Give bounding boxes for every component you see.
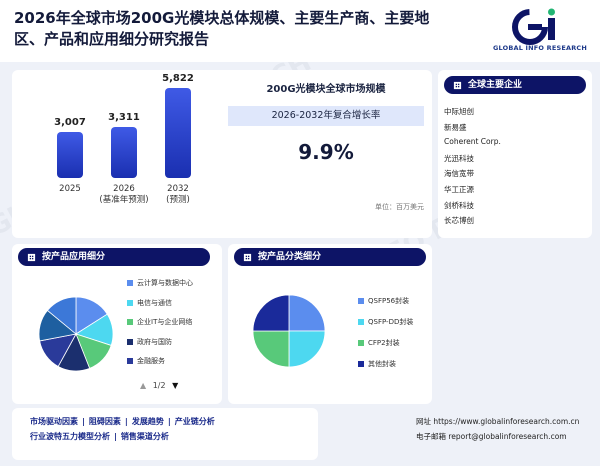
bar-sublabel-2032: (预测)	[166, 195, 190, 205]
application-legend-swatch	[127, 319, 133, 325]
type-header-label: 按产品分类细分	[258, 252, 322, 262]
pager-prev-icon[interactable]: ▲	[140, 381, 147, 390]
logo-text: GLOBAL INFO RESEARCH	[492, 44, 588, 52]
footer-link[interactable]: 行业波特五力模型分析	[30, 432, 110, 441]
cagr-label: 2026-2032年复合增长率	[228, 106, 424, 126]
footer-separator: |	[82, 417, 85, 426]
application-legend-swatch	[127, 280, 133, 286]
companies-header: 全球主要企业	[444, 76, 586, 94]
application-header: 按产品应用细分	[18, 248, 210, 266]
type-pie-chart	[252, 294, 326, 368]
footer-link[interactable]: 市场驱动因素	[30, 417, 78, 426]
company-item: 剑桥科技	[444, 200, 474, 210]
application-legend-label: 政府与国防	[137, 337, 172, 346]
company-item: 海信宽带	[444, 169, 474, 179]
footer-row-1: 市场驱动因素 | 阻碍因素 | 发展趋势 | 产业链分析	[30, 416, 215, 427]
company-item: 中际旭创	[444, 107, 474, 116]
type-legend-swatch	[358, 361, 364, 367]
company-item: 光迅科技	[444, 153, 474, 163]
footer-separator: |	[167, 417, 171, 426]
website: 网址 https://www.globalinforesearch.com.cn	[416, 416, 579, 427]
footer-link[interactable]: 阻碍因素	[88, 417, 121, 426]
type-header: 按产品分类细分	[234, 248, 426, 266]
application-legend-label: 企业IT与企业网络	[137, 318, 193, 326]
footer-link[interactable]: 发展趋势	[131, 417, 164, 426]
type-legend-label: 其他封装	[368, 360, 396, 368]
type-pie-slice	[288, 330, 326, 368]
application-legend-swatch	[127, 338, 133, 345]
footer-links-card	[12, 408, 318, 460]
application-legend-swatch	[127, 299, 133, 306]
page-title: 2026年全球市场200G光模块总体规模、主要生产商、主要地区、产品和应用细分研…	[14, 9, 430, 48]
application-pie-slice	[46, 296, 77, 335]
email: 电子邮箱 report@globalinforesearch.com	[416, 431, 567, 442]
footer-link[interactable]: 销售渠道分析	[120, 432, 169, 441]
company-item: 新易盛	[444, 122, 467, 132]
header: 2026年全球市场200G光模块总体规模、主要生产商、主要地区、产品和应用细分研…	[0, 0, 600, 62]
application-legend-label: 电信与通信	[137, 298, 172, 307]
footer-link[interactable]: 产业链分析	[174, 417, 215, 426]
building-icon	[453, 81, 462, 90]
bar-value-2025: 3,007	[54, 116, 86, 128]
bar-2025	[57, 131, 83, 178]
market-size-card: 3,007 2025 3,311 2026 (基准年预测) 5,822 2032 (预测) 2…	[12, 70, 432, 238]
footer-separator: |	[124, 417, 128, 426]
company-item: 长芯博创	[444, 216, 474, 226]
bar-sublabel-2026: (基准年预测)	[99, 195, 149, 205]
bar-label-2025: 2025	[59, 184, 81, 194]
type-pie-slice	[252, 294, 290, 332]
type-legend-label: CFP2封装	[368, 339, 400, 347]
bar-label-2032: 2032 (预测)	[166, 184, 190, 205]
bar-value-2026: 3,311	[108, 112, 140, 124]
footer-row-2: 行业波特五力模型分析 | 销售渠道分析	[30, 431, 169, 442]
building-icon	[27, 253, 36, 262]
type-legend-label: QSFP56封装	[368, 297, 410, 305]
type-legend-swatch	[358, 319, 364, 325]
legend-pager: ▲ 1/2 ▼	[140, 381, 200, 390]
company-item: Coherent Corp.	[444, 137, 501, 147]
application-legend-swatch	[127, 358, 133, 364]
type-pie-slice	[288, 294, 326, 332]
market-title: 200G光模块全球市场规模	[266, 84, 386, 95]
bar-2026	[111, 127, 137, 178]
type-legend-swatch	[358, 340, 364, 346]
application-legend-label: 金融服务	[137, 357, 165, 365]
bar-label-2026: 2026 (基准年预测)	[99, 184, 149, 205]
application-pie-chart	[38, 296, 114, 372]
type-legend-swatch	[358, 298, 364, 304]
companies-header-label: 全球主要企业	[468, 80, 523, 90]
application-legend-label: 云计算与数据中心	[137, 279, 193, 287]
type-legend-label: QSFP-DD封装	[368, 318, 414, 326]
logo-mark-icon	[512, 8, 555, 45]
type-pie-slice	[252, 330, 290, 368]
pager-next-icon[interactable]: ▼	[172, 381, 179, 390]
email-address[interactable]: report@globalinforesearch.com	[448, 432, 567, 441]
footer-separator: |	[114, 432, 117, 441]
bar-value-2032: 5,822	[162, 73, 194, 85]
website-url[interactable]: https://www.globalinforesearch.com.cn	[433, 417, 580, 426]
email-label: 电子邮箱	[416, 432, 446, 441]
company-item: 华工正源	[444, 185, 474, 194]
logo: GLOBAL INFO RESEARCH	[488, 8, 592, 54]
application-header-label: 按产品应用细分	[42, 252, 106, 262]
website-label: 网址	[416, 417, 431, 426]
bar-2032	[165, 88, 191, 178]
pager-text: 1/2	[152, 381, 166, 390]
unit-label: 单位：百万美元	[375, 203, 424, 211]
cagr-value: 9.9%	[298, 140, 354, 164]
companies-card	[438, 70, 592, 238]
building-icon	[243, 253, 252, 262]
